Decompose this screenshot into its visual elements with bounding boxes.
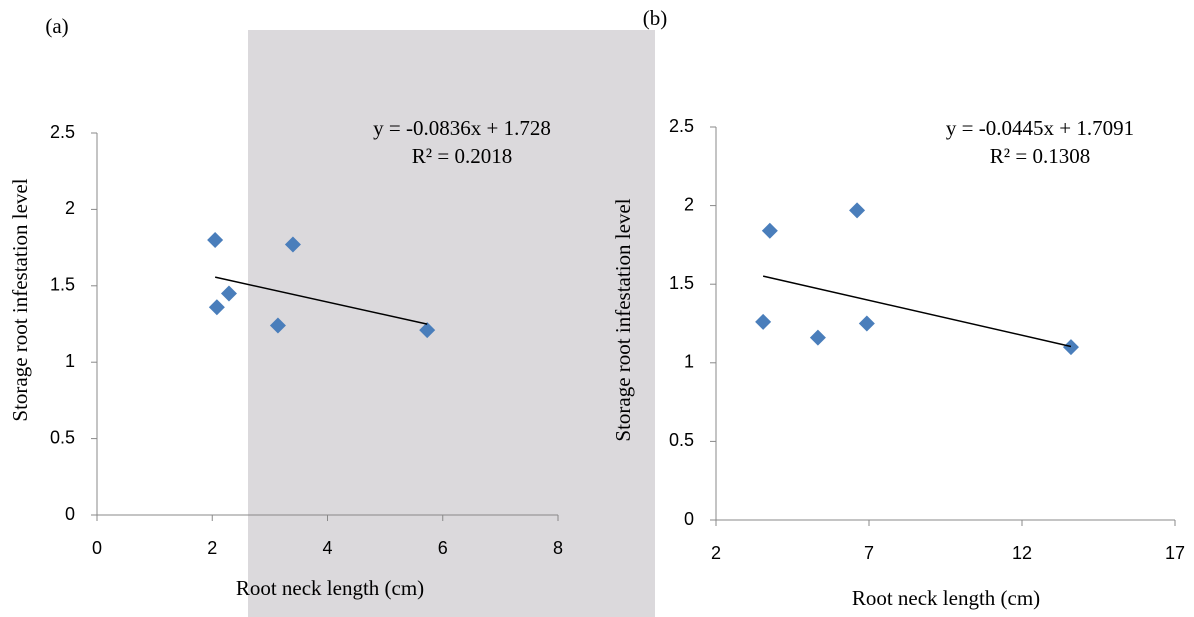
y-tick-label: 2 — [65, 198, 75, 218]
point — [269, 317, 286, 334]
y-tick-label: 1 — [65, 351, 75, 371]
point — [858, 315, 875, 332]
y-tick-label: 2.5 — [669, 116, 694, 136]
point — [761, 222, 778, 239]
point — [220, 285, 237, 302]
y-tick-label: 0.5 — [50, 427, 75, 447]
point — [208, 299, 225, 316]
x-tick-label: 7 — [864, 543, 874, 563]
x-axis-title: Root neck length (cm) — [236, 576, 424, 600]
point — [809, 329, 826, 346]
point — [284, 236, 301, 253]
trendline — [762, 275, 1072, 348]
y-tick-label: 2 — [684, 194, 694, 214]
panel-label: (b) — [643, 6, 668, 30]
point — [1062, 339, 1079, 356]
point — [849, 202, 866, 219]
y-tick-label: 2.5 — [50, 122, 75, 142]
trend-r2: R² = 0.2018 — [412, 144, 512, 168]
y-tick-label: 0.5 — [669, 430, 694, 450]
trend-equation: y = -0.0836x + 1.728 — [373, 116, 551, 140]
y-axis-title: Storage root infestation level — [611, 198, 635, 441]
trend-equation: y = -0.0445x + 1.7091 — [946, 116, 1134, 140]
watermark — [248, 30, 655, 617]
watermark-tint — [248, 30, 655, 617]
x-tick-label: 17 — [1165, 543, 1185, 563]
x-tick-label: 2 — [207, 538, 217, 558]
y-tick-label: 0 — [65, 504, 75, 524]
x-tick-label: 0 — [92, 538, 102, 558]
x-tick-label: 2 — [711, 543, 721, 563]
x-tick-label: 4 — [322, 538, 332, 558]
y-tick-label: 1.5 — [50, 275, 75, 295]
panel-label: (a) — [45, 14, 68, 38]
trend-r2: R² = 0.1308 — [990, 144, 1090, 168]
y-tick-label: 1 — [684, 352, 694, 372]
y-axis-title: Storage root infestation level — [8, 178, 32, 421]
point — [207, 231, 224, 248]
y-tick-label: 1.5 — [669, 273, 694, 293]
trendline — [214, 276, 428, 325]
x-tick-label: 8 — [553, 538, 563, 558]
y-tick-label: 0 — [684, 509, 694, 529]
point — [419, 322, 436, 339]
point — [755, 313, 772, 330]
x-tick-label: 12 — [1012, 543, 1032, 563]
x-axis-title: Root neck length (cm) — [852, 586, 1040, 610]
x-tick-label: 6 — [438, 538, 448, 558]
